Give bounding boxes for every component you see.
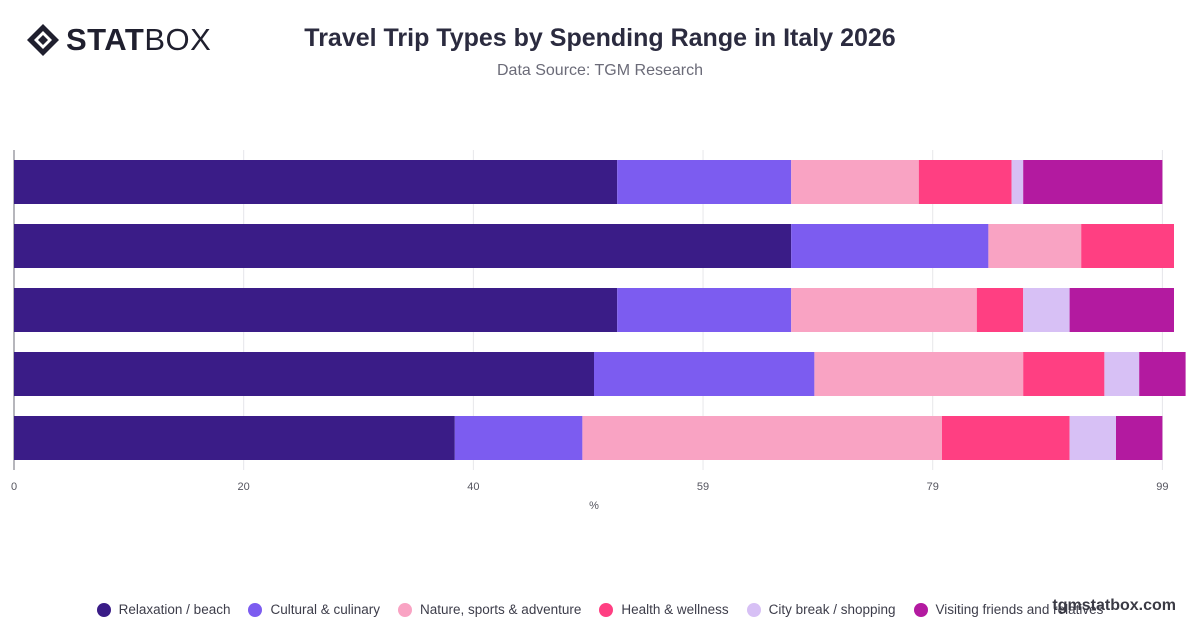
bar-segment bbox=[988, 224, 1082, 268]
bar-segment bbox=[617, 288, 792, 332]
bar-segment bbox=[14, 416, 455, 460]
legend-label: City break / shopping bbox=[768, 602, 896, 617]
logo-text-box: BOX bbox=[144, 22, 212, 57]
legend-label: Nature, sports & adventure bbox=[420, 602, 582, 617]
bar-segment bbox=[14, 160, 618, 204]
legend-swatch bbox=[248, 602, 263, 617]
legend-swatch bbox=[599, 602, 614, 617]
bar-segment bbox=[454, 416, 583, 460]
x-tick-label: 59 bbox=[697, 481, 709, 493]
bar-segment bbox=[1069, 416, 1116, 460]
bar-segment bbox=[1069, 288, 1174, 332]
bar-segment bbox=[14, 224, 792, 268]
legend-swatch bbox=[746, 602, 761, 617]
statbox-logo: STAT BOX bbox=[26, 22, 211, 58]
bar-segment bbox=[14, 288, 618, 332]
legend-label: Relaxation / beach bbox=[118, 602, 231, 617]
legend-item[interactable]: Health & wellness bbox=[599, 602, 729, 617]
legend-item[interactable]: City break / shopping bbox=[746, 602, 896, 617]
bar-segment bbox=[976, 288, 1024, 332]
bar-segment bbox=[791, 224, 989, 268]
x-tick-label: 20 bbox=[238, 481, 250, 493]
watermark: tgmstatbox.com bbox=[1052, 597, 1176, 614]
x-tick-label: 0 bbox=[11, 481, 17, 493]
bar-segment bbox=[1023, 352, 1105, 396]
bar-segment bbox=[814, 352, 1024, 396]
legend-item[interactable]: Nature, sports & adventure bbox=[398, 602, 581, 617]
x-tick-label: 79 bbox=[927, 481, 939, 493]
bar-segment bbox=[1011, 160, 1024, 204]
legend-swatch bbox=[398, 602, 413, 617]
legend-item[interactable]: Cultural & culinary bbox=[248, 602, 380, 617]
x-tick-label: 40 bbox=[467, 481, 479, 493]
bar-segment bbox=[791, 288, 977, 332]
bar-segment bbox=[1104, 352, 1140, 396]
bar-segment bbox=[791, 160, 919, 204]
bar-segment bbox=[942, 416, 1070, 460]
bar-segment bbox=[1023, 288, 1070, 332]
statbox-logo-icon bbox=[27, 24, 59, 56]
chart-legend: Relaxation / beach Cultural & culinary Nat… bbox=[0, 602, 1200, 617]
bar-segment bbox=[14, 352, 594, 396]
x-axis-label: % bbox=[589, 500, 599, 512]
bar-segment bbox=[582, 416, 942, 460]
bar-segment bbox=[1139, 352, 1186, 396]
bar-segment bbox=[1023, 160, 1163, 204]
stacked-bar-chart: 0 20 40 59 79 99% bbox=[11, 150, 1186, 512]
x-tick-label: 99 bbox=[1156, 481, 1168, 493]
bar-segment bbox=[918, 160, 1012, 204]
logo-text-stat: STAT bbox=[66, 22, 145, 57]
legend-label: Visiting friends and relatives bbox=[935, 602, 1104, 617]
legend-item[interactable]: Relaxation / beach bbox=[96, 602, 231, 617]
legend-swatch bbox=[913, 602, 928, 617]
legend-item[interactable]: Visiting friends and relatives bbox=[913, 602, 1104, 617]
logo-wordmark: STAT BOX bbox=[66, 22, 211, 58]
chart-title: Travel Trip Types by Spending Range in I… bbox=[304, 24, 896, 52]
bar-segment bbox=[1081, 224, 1174, 268]
legend-label: Cultural & culinary bbox=[270, 602, 381, 617]
bar-segment bbox=[594, 352, 815, 396]
bar-segment bbox=[617, 160, 792, 204]
legend-swatch bbox=[96, 602, 111, 617]
bar-segment bbox=[1116, 416, 1163, 460]
legend-label: Health & wellness bbox=[621, 602, 729, 617]
chart-subtitle: Data Source: TGM Research bbox=[496, 62, 703, 79]
